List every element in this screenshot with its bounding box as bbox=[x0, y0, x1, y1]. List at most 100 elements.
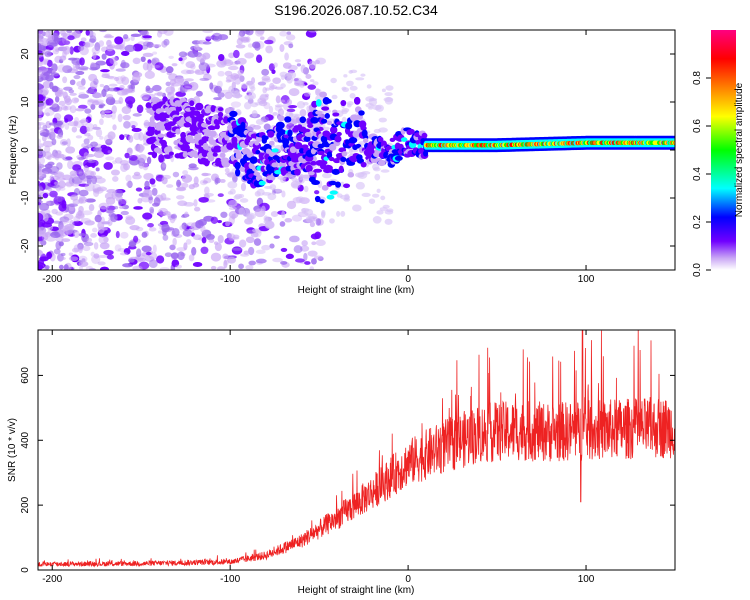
heatmap-noise-cell bbox=[106, 189, 117, 194]
heatmap-noise-cell bbox=[101, 73, 110, 79]
heatmap-noise-cell bbox=[92, 147, 100, 152]
heatmap-noise-cell bbox=[315, 239, 326, 246]
heatmap-noise-cell bbox=[261, 244, 271, 251]
heatmap-noise-cell bbox=[188, 166, 199, 171]
heatmap-noise-cell bbox=[122, 114, 131, 121]
heatmap-noise-cell bbox=[225, 221, 230, 227]
heatmap-noise-cell bbox=[97, 226, 105, 234]
heatmap-noise-cell bbox=[233, 74, 243, 79]
heatmap-noise-cell bbox=[48, 128, 55, 135]
heatmap-noise-cell bbox=[348, 148, 353, 154]
heatmap-noise-cell bbox=[184, 211, 189, 218]
heatmap-noise-cell bbox=[142, 212, 153, 220]
heatmap-noise-cell bbox=[210, 252, 222, 262]
heatmap-noise-cell bbox=[38, 62, 43, 67]
heatmap-noise-cell bbox=[65, 180, 73, 188]
heatmap-noise-cell bbox=[106, 39, 112, 47]
heatmap-noise-cell bbox=[170, 82, 181, 87]
heatmap-noise-cell bbox=[219, 178, 226, 183]
heatmap-noise-cell bbox=[87, 88, 95, 94]
heatmap-noise-cell bbox=[264, 39, 274, 45]
heatmap-ridge-cell bbox=[148, 121, 157, 127]
heatmap-ridge-cell bbox=[214, 146, 223, 153]
heatmap-noise-cell bbox=[47, 30, 53, 34]
heatmap-ridge-cell bbox=[318, 159, 328, 166]
heatmap-noise-cell bbox=[133, 206, 143, 210]
heatmap-noise-cell bbox=[114, 36, 124, 45]
heatmap-noise-cell bbox=[245, 36, 251, 43]
heatmap-noise-cell bbox=[38, 161, 41, 167]
heatmap-noise-cell bbox=[309, 79, 315, 83]
heatmap-noise-cell bbox=[75, 135, 83, 139]
heatmap-noise-cell bbox=[311, 258, 317, 265]
heatmap-noise-cell bbox=[103, 134, 114, 144]
heatmap-noise-cell bbox=[78, 183, 90, 187]
heatmap-ridge-cell bbox=[209, 130, 217, 138]
heatmap-ridge-cell bbox=[189, 138, 196, 144]
heatmap-noise-cell bbox=[121, 88, 132, 94]
heatmap-noise-cell bbox=[93, 91, 99, 98]
heatmap-noise-cell bbox=[80, 37, 87, 42]
heatmap-noise-cell bbox=[44, 163, 53, 169]
heatmap-noise-cell bbox=[92, 188, 100, 192]
heatmap-noise-cell bbox=[299, 173, 305, 180]
heatmap-noise-cell bbox=[66, 30, 72, 34]
heatmap-ridge-cell bbox=[319, 199, 325, 204]
heatmap-noise-cell bbox=[179, 224, 186, 231]
heatmap-noise-cell bbox=[197, 219, 207, 226]
heatmap-noise-cell bbox=[269, 184, 277, 191]
heatmap-noise-cell bbox=[107, 219, 113, 226]
heatmap-noise-cell bbox=[79, 125, 88, 135]
heatmap-noise-cell bbox=[79, 119, 87, 123]
heatmap-noise-cell bbox=[142, 135, 148, 144]
heatmap-noise-cell bbox=[238, 207, 246, 216]
heatmap-ridge-cell bbox=[347, 172, 355, 178]
heatmap-noise-cell bbox=[58, 203, 67, 212]
heatmap-noise-cell bbox=[67, 160, 74, 170]
heatmap-ridge-cell bbox=[215, 157, 222, 165]
heatmap-noise-cell bbox=[137, 257, 146, 262]
heatmap-noise-cell bbox=[128, 155, 138, 161]
heatmap-noise-cell bbox=[93, 242, 99, 250]
heatmap-noise-cell bbox=[291, 113, 301, 118]
heatmap-noise-cell bbox=[269, 243, 275, 249]
heatmap-ridge-cell bbox=[249, 156, 258, 164]
heatmap-noise-cell bbox=[273, 235, 280, 239]
heatmap-noise-cell bbox=[159, 267, 170, 270]
heatmap-noise-cell bbox=[42, 140, 54, 148]
heatmap-noise-cell bbox=[280, 176, 286, 183]
heatmap-noise-cell bbox=[51, 102, 58, 108]
snr-y-tick-label: 200 bbox=[20, 496, 31, 513]
heatmap-band-mid bbox=[675, 138, 680, 147]
heatmap-noise-cell bbox=[229, 236, 240, 240]
heatmap-noise-cell bbox=[38, 82, 42, 89]
heatmap-noise-cell bbox=[311, 241, 317, 246]
heatmap-noise-cell bbox=[136, 104, 144, 114]
heatmap-ridge-cell bbox=[314, 195, 321, 203]
heatmap-noise-cell bbox=[158, 207, 169, 217]
heatmap-noise-cell bbox=[307, 84, 317, 90]
heatmap-noise-cell bbox=[122, 263, 134, 268]
heatmap-noise-cell bbox=[120, 59, 126, 69]
heatmap-ridge-cell bbox=[212, 152, 218, 157]
heatmap-noise-cell bbox=[132, 43, 143, 52]
heatmap-noise-cell bbox=[142, 189, 153, 198]
heatmap-noise-cell bbox=[336, 210, 341, 217]
heatmap-noise-cell bbox=[127, 84, 135, 90]
heatmap-ridge-cell bbox=[326, 120, 333, 126]
heatmap-noise-cell bbox=[230, 107, 235, 112]
heatmap-noise-cell bbox=[94, 42, 101, 52]
heatmap-noise-cell bbox=[273, 62, 278, 68]
heatmap-noise-cell bbox=[48, 122, 58, 126]
heatmap-ridge-cell bbox=[224, 161, 230, 168]
heatmap-noise-cell bbox=[148, 227, 157, 232]
heatmap-noise-cell bbox=[71, 97, 79, 104]
heatmap-noise-cell bbox=[284, 52, 289, 61]
heatmap-noise-cell bbox=[59, 231, 64, 235]
heatmap-ridge-cell bbox=[307, 123, 314, 128]
heatmap-noise-cell bbox=[384, 209, 394, 215]
heatmap-noise-cell bbox=[123, 133, 128, 138]
heatmap-ridge-cell bbox=[326, 194, 335, 200]
heatmap-noise-cell bbox=[368, 97, 378, 102]
heatmap-ridge-cell bbox=[298, 148, 305, 154]
